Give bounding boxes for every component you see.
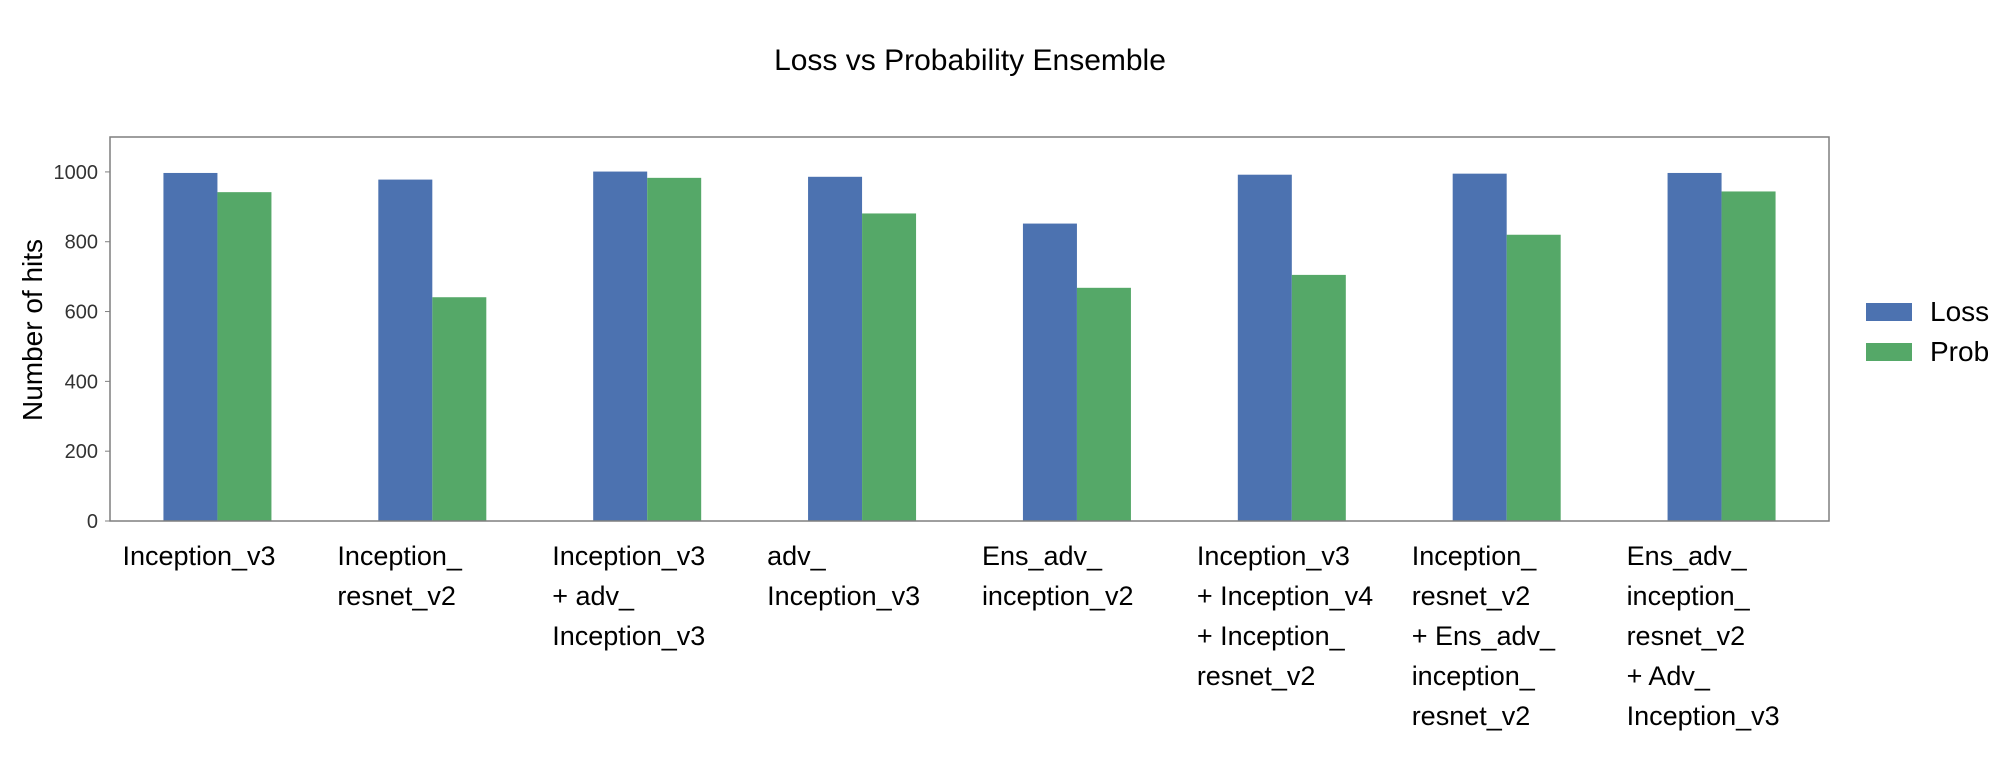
legend-swatch-prob <box>1866 343 1912 361</box>
x-tick-label-line: resnet_v2 <box>1412 701 1531 731</box>
bar-loss-7 <box>1452 173 1507 521</box>
x-tick-label-3: Inception_v3 + adv_ Inception_v3 <box>552 541 705 651</box>
bar-loss-4 <box>808 176 863 521</box>
chart-title: Loss vs Probability Ensemble <box>774 44 1166 77</box>
x-tick-label-line: inception_ <box>1627 581 1751 611</box>
x-tick-label-line: resnet_v2 <box>337 581 456 611</box>
legend: Loss Prob <box>1866 296 1989 367</box>
y-tick-label: 400 <box>65 371 98 393</box>
legend-label-loss: Loss <box>1930 296 1989 327</box>
x-tick-label-line: + Adv_ <box>1627 661 1711 691</box>
x-tick-label-1: Inception_v3 <box>122 541 275 571</box>
x-tick-label-line: Inception_v3 <box>552 621 705 651</box>
x-tick-label-line: inception_ <box>1412 661 1536 691</box>
x-tick-label-line: Inception_v3 <box>1627 701 1780 731</box>
x-tick-label-8: Ens_adv_ inception_ resnet_v2 + Adv_ Incepti… <box>1627 541 1780 731</box>
bar-loss-8 <box>1667 172 1722 521</box>
bar-prob-7 <box>1506 234 1561 521</box>
plot-frame <box>109 136 1830 522</box>
x-tick-label-line: + adv_ <box>552 581 635 611</box>
x-tick-label-line: + Ens_adv_ <box>1412 621 1556 651</box>
x-tick-label-line: + Inception_ <box>1197 621 1346 651</box>
x-tick-label-line: Inception_ <box>337 541 463 571</box>
x-tick-label-line: Inception_v3 <box>767 581 920 611</box>
bar-prob-1 <box>217 192 272 521</box>
y-tick-label: 600 <box>65 302 98 324</box>
x-tick-label-line: Inception_ <box>1412 541 1538 571</box>
y-ticks: 0 200 400 600 800 1000 <box>54 162 110 533</box>
y-tick-label: 1000 <box>54 162 99 184</box>
bar-loss-6 <box>1237 174 1292 521</box>
x-tick-label-line: + Inception_v4 <box>1197 581 1373 611</box>
x-tick-label-line: Ens_adv_ <box>982 541 1103 571</box>
bar-prob-6 <box>1291 274 1346 521</box>
x-tick-label-line: adv_ <box>767 541 827 571</box>
bar-prob-8 <box>1721 191 1776 521</box>
x-tick-label-line: Ens_adv_ <box>1627 541 1748 571</box>
bar-loss-1 <box>163 172 218 521</box>
x-tick-label-6: Inception_v3 + Inception_v4 + Inception_re… <box>1197 541 1373 691</box>
legend-label-prob: Prob <box>1930 336 1989 367</box>
bar-prob-3 <box>647 177 702 522</box>
legend-swatch-loss <box>1866 303 1912 321</box>
x-tick-label-line: resnet_v2 <box>1627 621 1746 651</box>
bar-loss-2 <box>378 179 433 521</box>
x-tick-label-5: Ens_adv_ inception_v2 <box>982 541 1134 611</box>
y-tick-label: 200 <box>65 441 98 463</box>
bar-prob-2 <box>432 297 487 521</box>
x-tick-label-line: resnet_v2 <box>1197 661 1316 691</box>
x-tick-label-line: Inception_v3 <box>122 541 275 571</box>
bar-loss-3 <box>593 171 648 521</box>
x-tick-label-7: Inception_ resnet_v2 + Ens_adv_ inception_ r… <box>1412 541 1556 731</box>
x-tick-label-2: Inception_ resnet_v2 <box>337 541 463 611</box>
y-axis-label: Number of hits <box>17 239 48 421</box>
x-tick-label-line: Inception_v3 <box>552 541 705 571</box>
y-tick-label: 800 <box>65 232 98 254</box>
x-tick-label-line: inception_v2 <box>982 581 1134 611</box>
x-tick-labels: Inception_v3 Inception_ resnet_v2Inception… <box>122 541 1779 731</box>
bar-prob-5 <box>1076 287 1131 521</box>
x-tick-label-line: resnet_v2 <box>1412 581 1531 611</box>
bar-prob-4 <box>862 213 917 521</box>
y-tick-label: 0 <box>87 511 98 533</box>
x-tick-label-4: adv_ Inception_v3 <box>767 541 920 611</box>
bars-group <box>163 171 1776 522</box>
bar-loss-5 <box>1022 223 1077 522</box>
x-tick-label-line: Inception_v3 <box>1197 541 1350 571</box>
